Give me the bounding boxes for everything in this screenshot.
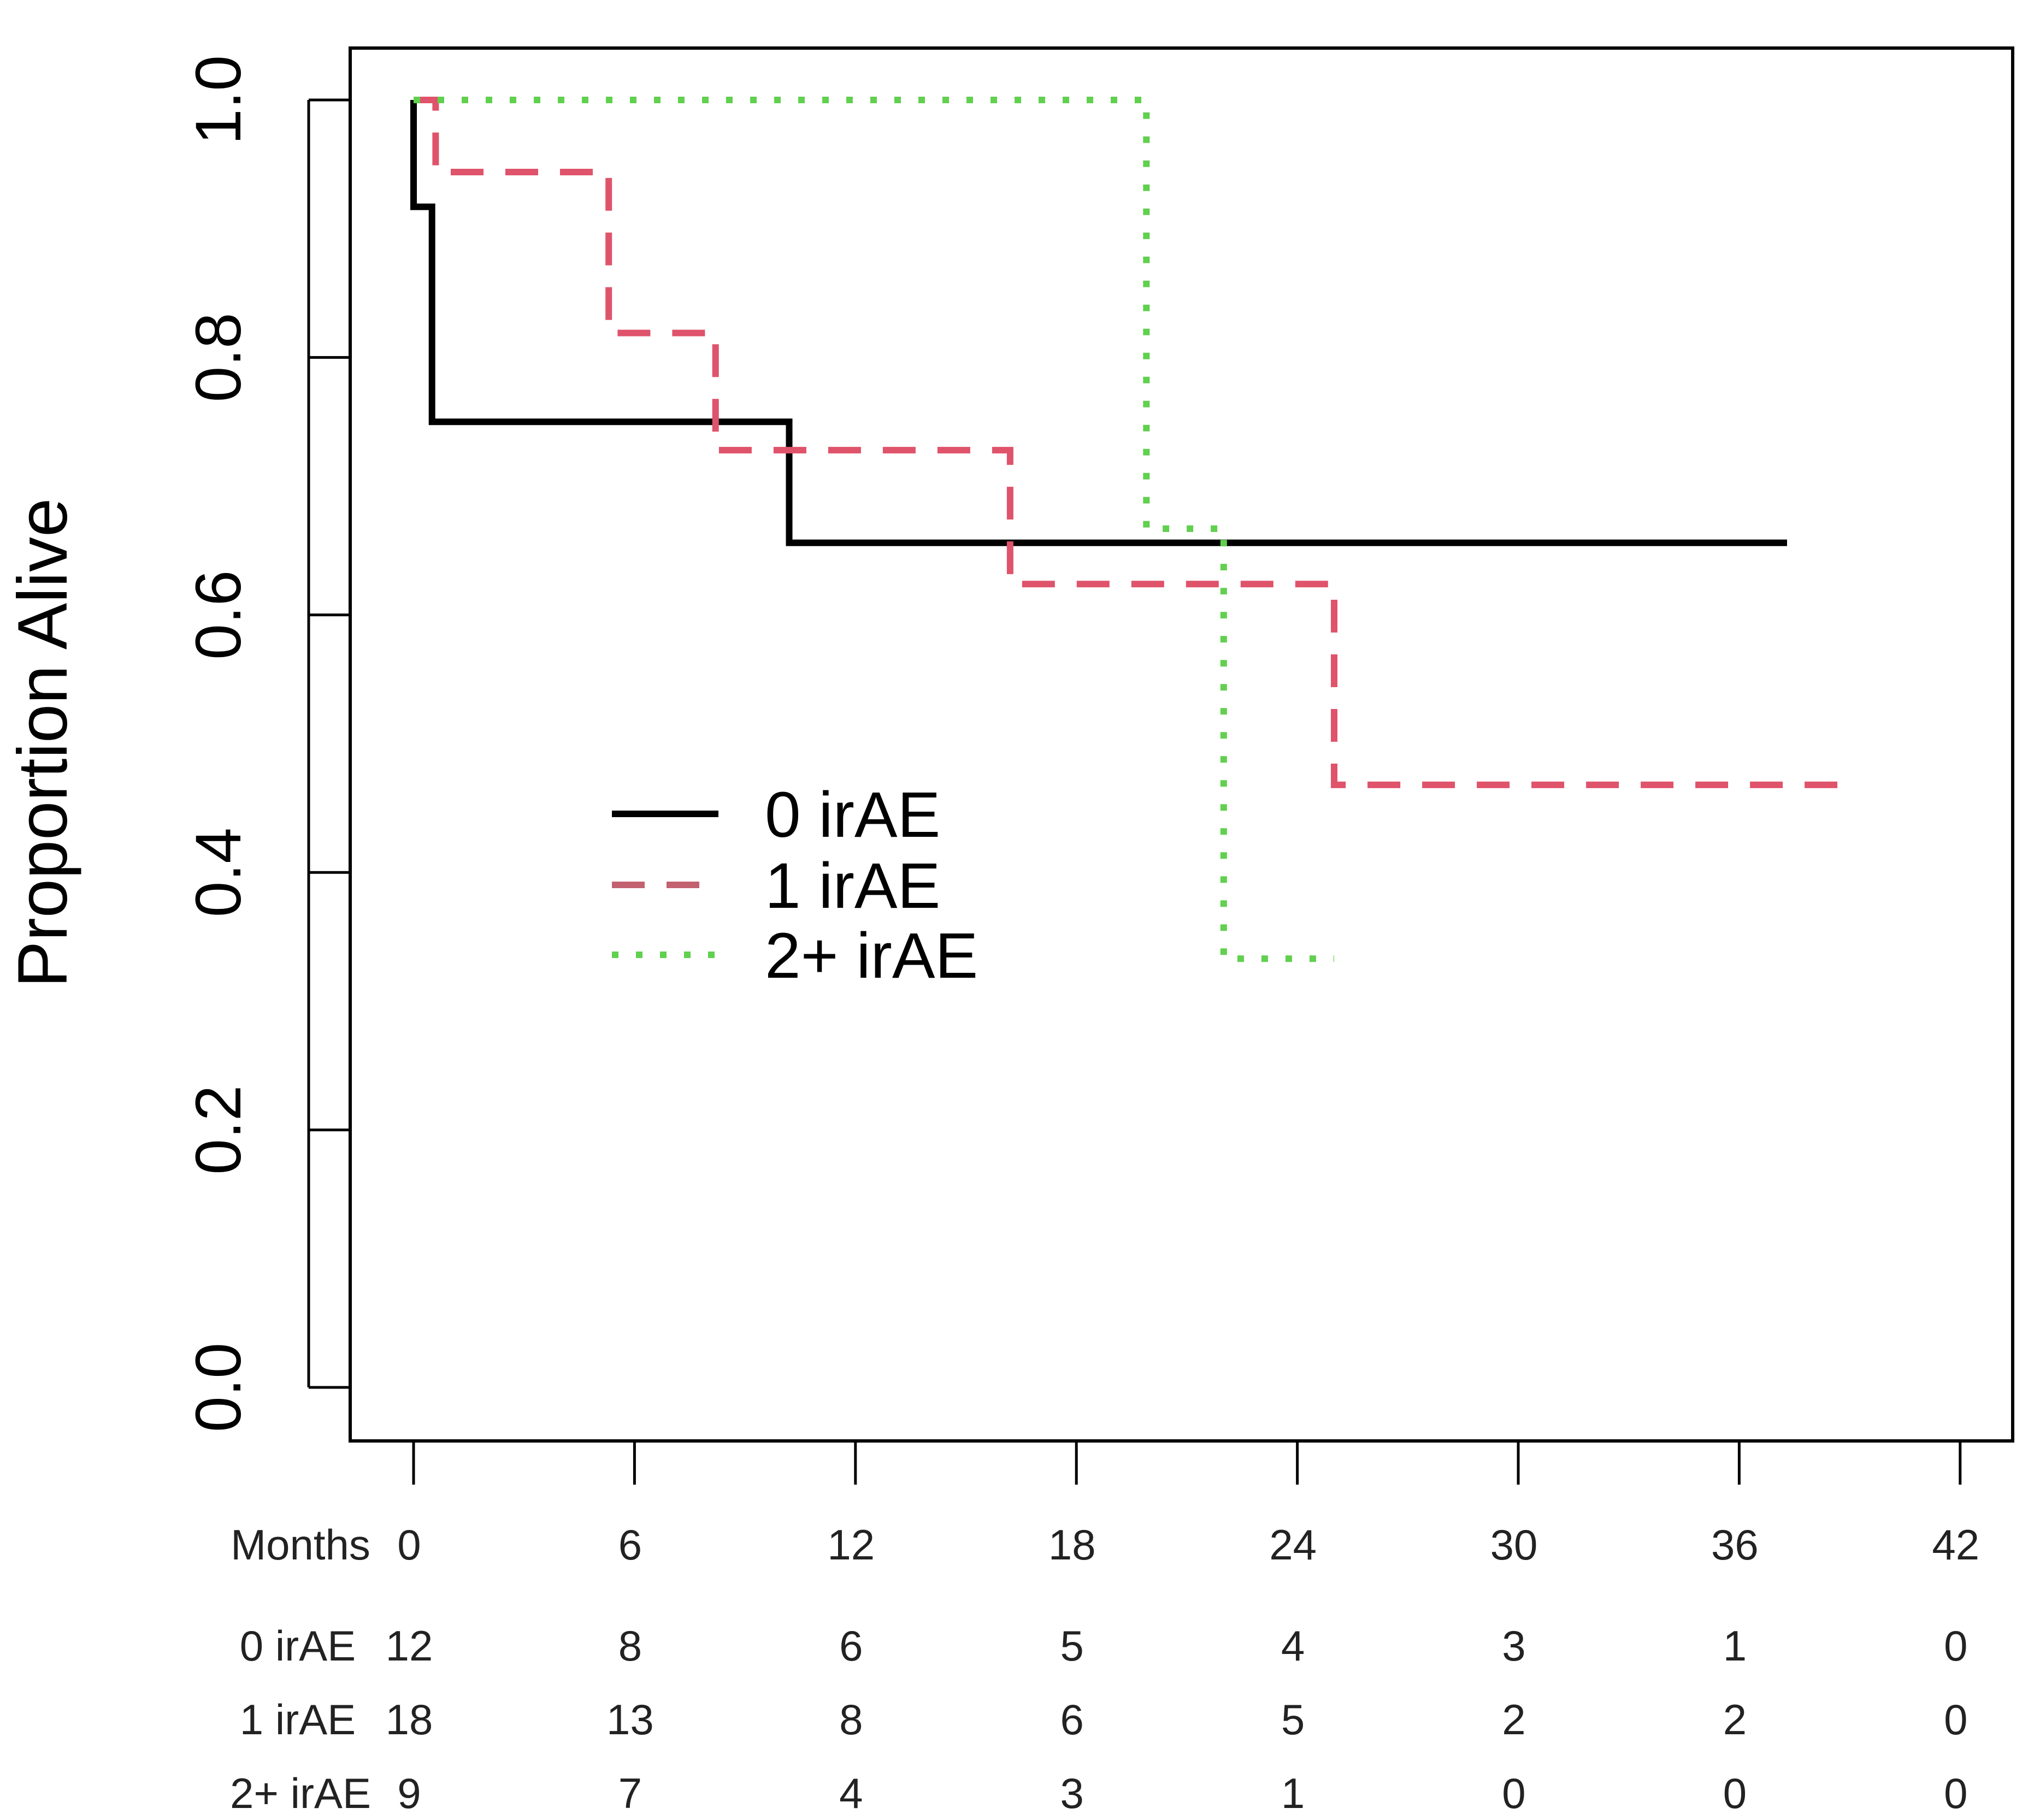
risk-count: 1 xyxy=(1723,1622,1747,1670)
risk-count: 8 xyxy=(839,1695,863,1744)
risk-count: 0 xyxy=(1944,1695,1967,1744)
risk-time-label: 36 xyxy=(1711,1521,1759,1569)
survival-curve-1-irae xyxy=(414,97,1843,788)
risk-time-label: 0 xyxy=(397,1521,421,1569)
risk-count: 13 xyxy=(606,1695,654,1744)
risk-row-label: 2+ irAE xyxy=(230,1769,371,1817)
risk-table-header: Months xyxy=(231,1521,370,1569)
risk-count: 5 xyxy=(1060,1622,1084,1670)
legend-label-1-irae: 1 irAE xyxy=(765,850,940,922)
risk-count: 2 xyxy=(1723,1695,1747,1744)
risk-count: 0 xyxy=(1723,1769,1747,1817)
risk-count: 18 xyxy=(386,1695,433,1744)
y-tick-label: 0.4 xyxy=(182,828,255,917)
risk-row-label: 0 irAE xyxy=(240,1622,356,1670)
risk-count: 8 xyxy=(618,1622,642,1670)
risk-count: 3 xyxy=(1502,1622,1525,1670)
risk-count: 12 xyxy=(386,1622,433,1670)
risk-count: 0 xyxy=(1944,1622,1967,1670)
y-tick-label: 0.6 xyxy=(182,570,255,660)
risk-count: 0 xyxy=(1944,1769,1967,1817)
y-tick-label: 0.0 xyxy=(182,1343,255,1432)
risk-count: 1 xyxy=(1281,1769,1305,1817)
legend-label-0-irae: 0 irAE xyxy=(765,779,940,851)
x-axis xyxy=(412,1439,1962,1485)
y-axis: 0.0 0.2 0.4 0.6 0.8 1.0 xyxy=(182,55,350,1432)
risk-count: 3 xyxy=(1060,1769,1084,1817)
survival-curves xyxy=(410,97,1843,962)
risk-time-label: 6 xyxy=(618,1521,642,1569)
risk-count: 6 xyxy=(1060,1695,1084,1744)
risk-time-label: 30 xyxy=(1490,1521,1538,1569)
risk-count: 7 xyxy=(618,1769,642,1817)
y-axis-label: Proportion Alive xyxy=(4,498,82,988)
risk-time-label: 42 xyxy=(1932,1521,1979,1569)
risk-time-label: 24 xyxy=(1269,1521,1317,1569)
risk-count: 2 xyxy=(1502,1695,1525,1744)
risk-count: 5 xyxy=(1281,1695,1305,1744)
y-tick-label: 0.8 xyxy=(182,312,255,402)
survival-curve-2-irae xyxy=(414,97,1334,962)
risk-count: 6 xyxy=(839,1622,863,1670)
risk-count: 4 xyxy=(839,1769,863,1817)
risk-time-label: 12 xyxy=(827,1521,875,1569)
risk-time-label: 18 xyxy=(1048,1521,1096,1569)
risk-count: 0 xyxy=(1502,1769,1525,1817)
survival-curve-0-irae xyxy=(410,100,1787,546)
legend-label-2plus-irae: 2+ irAE xyxy=(765,920,978,992)
y-tick-label: 0.2 xyxy=(182,1085,255,1175)
legend: 0 irAE 1 irAE 2+ irAE xyxy=(612,779,978,992)
y-tick-label: 1.0 xyxy=(182,55,255,145)
risk-table: Months 0 irAE 1 irAE 2+ irAE 0 6 12 18 24 30 3… xyxy=(230,1521,1979,1817)
risk-row-label: 1 irAE xyxy=(240,1695,356,1744)
risk-count: 9 xyxy=(397,1769,421,1817)
risk-count: 4 xyxy=(1281,1622,1305,1670)
